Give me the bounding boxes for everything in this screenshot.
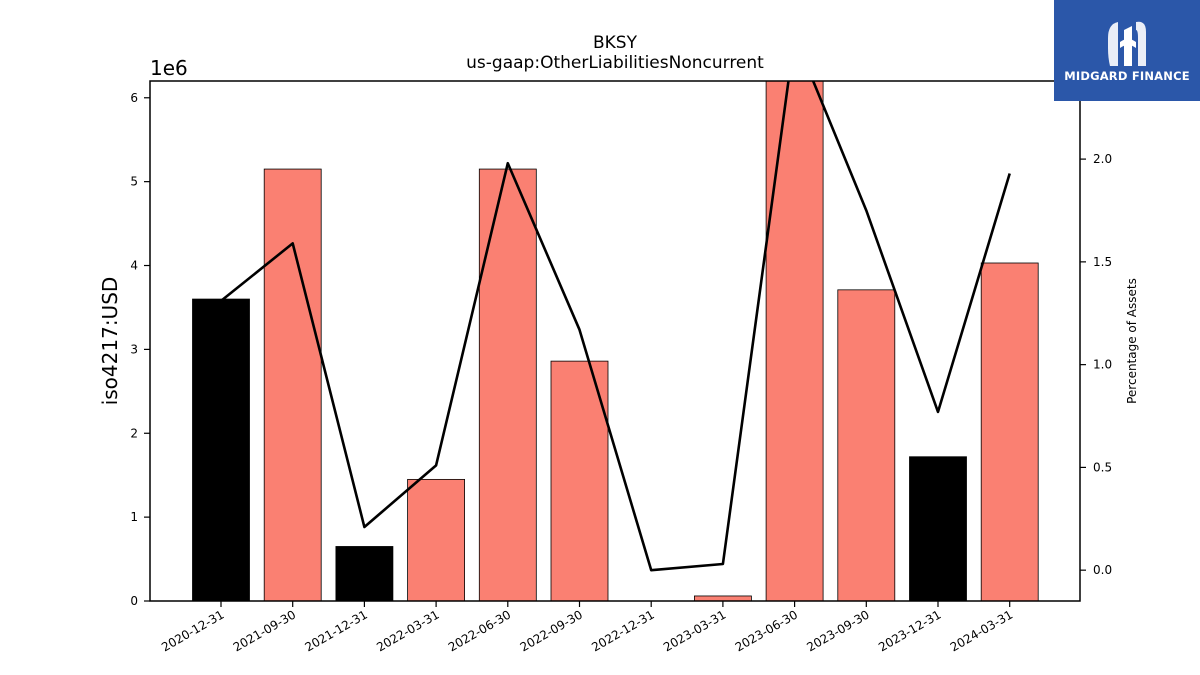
y-tick-label-5: 5 <box>130 175 138 189</box>
x-tick-label-2021-09-30: 2021-09-30 <box>231 607 298 654</box>
y-tick-label-6: 6 <box>130 91 138 105</box>
bar-2023-06-30 <box>765 81 824 601</box>
y-tick-label-0: 0 <box>130 594 138 608</box>
y2-tick-label-4: 2.0 <box>1093 152 1112 166</box>
logo-text: MIDGARD FINANCE <box>1064 69 1190 83</box>
plot-frame <box>149 80 1081 602</box>
percentage-line <box>220 81 1011 572</box>
x-tick-label-2022-09-30: 2022-09-30 <box>518 607 585 654</box>
line-group <box>220 81 1011 572</box>
bar-2024-03-31 <box>980 262 1039 601</box>
plot-area: 0 1 2 3 4 5 6 0.0 0.5 1.0 1.5 2.0 2020-12-31 2021-09-… <box>130 80 1112 654</box>
x-tick-label-2023-03-31: 2023-03-31 <box>661 607 728 654</box>
brand-logo: MIDGARD FINANCE <box>1054 0 1200 101</box>
bar-2023-03-31 <box>694 595 752 601</box>
y-tick-label-3: 3 <box>130 342 138 356</box>
bar-2021-12-31 <box>335 546 394 601</box>
y-tick-label-2: 2 <box>130 426 138 440</box>
y2-tick-label-3: 1.5 <box>1093 255 1112 269</box>
bar-2023-09-30 <box>837 289 896 601</box>
bar-2022-09-30 <box>550 360 609 601</box>
y-axis-offset-label: 1e6 <box>150 56 188 80</box>
x-tick-label-2020-12-31: 2020-12-31 <box>159 607 226 654</box>
bar-2021-09-30 <box>263 168 322 601</box>
x-tick-label-2023-09-30: 2023-09-30 <box>804 607 871 654</box>
x-tick-label-2022-03-31: 2022-03-31 <box>374 607 441 654</box>
x-tick-label-2021-12-31: 2021-12-31 <box>302 607 369 654</box>
y2-axis-label: Percentage of Assets <box>1125 278 1139 404</box>
y2-tick-label-0: 0.0 <box>1093 563 1112 577</box>
x-tick-label-2024-03-31: 2024-03-31 <box>948 607 1015 654</box>
x-tick-label-2022-12-31: 2022-12-31 <box>589 607 656 654</box>
y-axis-label: iso4217:USD <box>98 277 122 406</box>
bar-2022-06-30 <box>478 168 537 601</box>
logo-mark-icon <box>1108 21 1146 66</box>
bar-2022-03-31 <box>407 478 466 601</box>
x-tick-label-2023-06-30: 2023-06-30 <box>733 607 800 654</box>
bar-2020-12-31 <box>192 298 250 601</box>
y2-tick-label-1: 0.5 <box>1093 460 1112 474</box>
bar-2023-12-31 <box>909 456 967 601</box>
y-tick-label-4: 4 <box>130 259 138 273</box>
y-tick-label-1: 1 <box>130 510 138 524</box>
x-tick-label-2022-06-30: 2022-06-30 <box>446 607 513 654</box>
x-tick-label-2023-12-31: 2023-12-31 <box>876 607 943 654</box>
y2-tick-label-2: 1.0 <box>1093 358 1112 372</box>
chart-title: BKSY <box>593 33 638 53</box>
chart-subtitle: us-gaap:OtherLiabilitiesNoncurrent <box>466 53 764 73</box>
